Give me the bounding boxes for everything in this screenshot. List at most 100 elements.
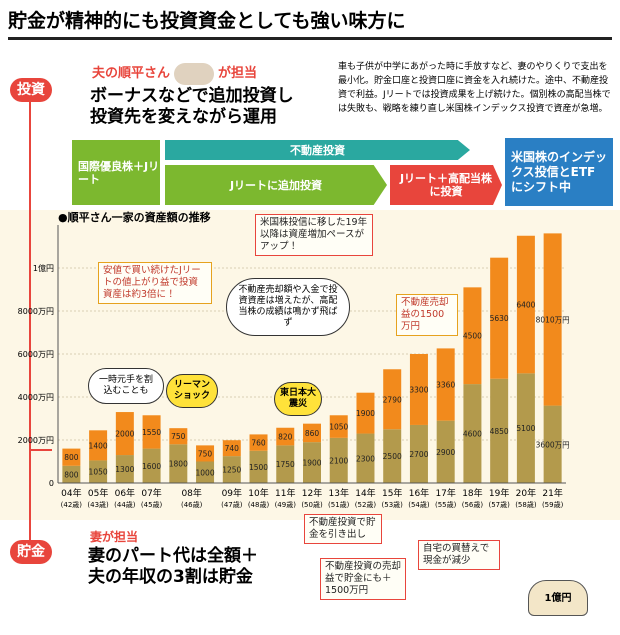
x-tick-label: 17年 (435, 487, 455, 499)
y-tick-label: 0 (49, 479, 54, 488)
x-tick-sublabel: (57歳) (488, 500, 510, 509)
bar-segment (276, 445, 295, 483)
bar-segment (222, 456, 241, 483)
value-label: 2300 (356, 454, 375, 463)
chart-title: ●順平さん一家の資産額の推移 (58, 211, 211, 224)
bar-segment (329, 437, 348, 483)
bar-segment (543, 233, 562, 406)
phase: 国際優良株＋Jリート (72, 140, 160, 205)
value-label: 8010万円 (536, 315, 570, 324)
x-tick-sublabel: (44歳) (114, 500, 136, 509)
y-tick-label: 1億円 (33, 263, 54, 273)
bar-segment (409, 354, 428, 425)
bar-segment (169, 428, 188, 445)
bar-segment (516, 235, 535, 374)
value-label: 1300 (115, 465, 134, 474)
value-label: 1000 (196, 468, 215, 477)
bar-segment (276, 427, 295, 446)
x-tick-label: 11年 (275, 487, 295, 499)
annotation: 米国株投信に移した19年以降は資産増加ペースがアップ！ (255, 214, 373, 256)
x-tick-sublabel: (47歳) (221, 500, 243, 509)
bar-segment (303, 423, 321, 443)
x-tick-label: 09年 (222, 487, 242, 499)
y-tick-label: 8000万円 (18, 307, 54, 316)
invest-headline: ボーナスなどで追加投資し 投資先を変えながら運用 (90, 86, 294, 128)
annotation: 不動産投資で貯金を引き出し (304, 514, 382, 544)
bar-segment (142, 415, 161, 449)
value-label: 1900 (302, 459, 321, 468)
x-tick-sublabel: (55歳) (435, 500, 457, 509)
value-label: 2790 (383, 395, 402, 404)
x-tick-label: 18年 (462, 487, 482, 499)
x-tick-label: 16年 (409, 487, 429, 499)
bar-segment (142, 448, 161, 483)
value-label: 1050 (329, 423, 348, 432)
x-tick-sublabel: (49歳) (275, 500, 297, 509)
y-tick-label: 4000万円 (18, 393, 54, 402)
value-label: 1050 (89, 468, 108, 477)
bar-segment (356, 433, 375, 483)
x-tick-sublabel: (51歳) (328, 500, 350, 509)
annotation: 不動産投資の売却益で貯金にも＋1500万円 (320, 558, 406, 600)
savings-person: 妻が担当 (90, 530, 139, 544)
bar-segment (436, 348, 455, 421)
value-label: 1500 (249, 463, 268, 472)
value-label: 750 (198, 449, 213, 458)
bar-segment (463, 384, 482, 483)
x-tick-sublabel: (48歳) (248, 500, 270, 509)
bar-segment (249, 450, 268, 483)
money-bag: 1億円 (528, 580, 588, 616)
bar-segment (249, 434, 268, 451)
value-label: 1400 (89, 441, 108, 450)
bar-segment (516, 373, 535, 483)
x-tick-label: 10年 (248, 487, 268, 499)
role: が担当 (218, 66, 258, 81)
person: 夫の順平さん (92, 66, 171, 81)
bar-segment (89, 460, 108, 483)
invest-person: 夫の順平さん が担当 (92, 62, 257, 85)
y-tick-label: 2000万円 (18, 436, 54, 445)
bar-segment (303, 442, 321, 483)
bar-segment (383, 429, 402, 483)
x-tick-label: 12年 (302, 487, 322, 499)
annotation: 不動産売却額や入金で投資資産は増えたが、高配当株の成績は鳴かず飛ばず (226, 278, 350, 336)
bar-segment (62, 448, 81, 466)
annotation: 東日本大震災 (274, 382, 322, 416)
value-label: 4600 (463, 430, 482, 439)
line: 妻のパート代は全額＋ (88, 546, 258, 566)
value-label: 1600 (142, 462, 161, 471)
page-title: 貯金が精神的にも投資資金としても強い味方に (8, 6, 612, 40)
phase: 米国株のインデックス投信とETFにシフト中 (505, 138, 613, 206)
x-tick-label: 19年 (489, 487, 509, 499)
bar-segment (169, 444, 188, 483)
bar-segment (222, 440, 241, 457)
bar-segment (543, 405, 562, 483)
value-label: 760 (251, 439, 266, 448)
phase: Jリートに追加投資 (165, 165, 387, 205)
value-label: 1250 (222, 466, 241, 475)
value-label: 800 (64, 470, 79, 479)
value-label: 740 (225, 444, 240, 453)
x-tick-sublabel: (46歳) (181, 500, 203, 509)
savings-tag: 貯金 (10, 540, 52, 564)
value-label: 5630 (490, 314, 509, 323)
annotation: リーマンショック (166, 374, 218, 408)
bar-segment (490, 257, 509, 379)
x-tick-sublabel: (59歳) (542, 500, 564, 509)
bar-segment (383, 369, 402, 430)
value-label: 820 (278, 433, 293, 442)
value-label: 2900 (436, 448, 455, 457)
x-tick-label: 20年 (516, 487, 536, 499)
x-tick-label: 07年 (141, 487, 161, 499)
value-label: 3600万円 (536, 440, 570, 449)
x-tick-sublabel: (42歳) (61, 500, 83, 509)
bar-segment (196, 461, 215, 483)
line: ボーナスなどで追加投資し (90, 86, 294, 106)
value-label: 2100 (329, 456, 348, 465)
bar-segment (463, 287, 482, 385)
annotation: 不動産売却益の1500万円 (396, 294, 458, 336)
value-label: 2700 (409, 450, 428, 459)
x-tick-label: 13年 (329, 487, 349, 499)
x-tick-label: 15年 (382, 487, 402, 499)
